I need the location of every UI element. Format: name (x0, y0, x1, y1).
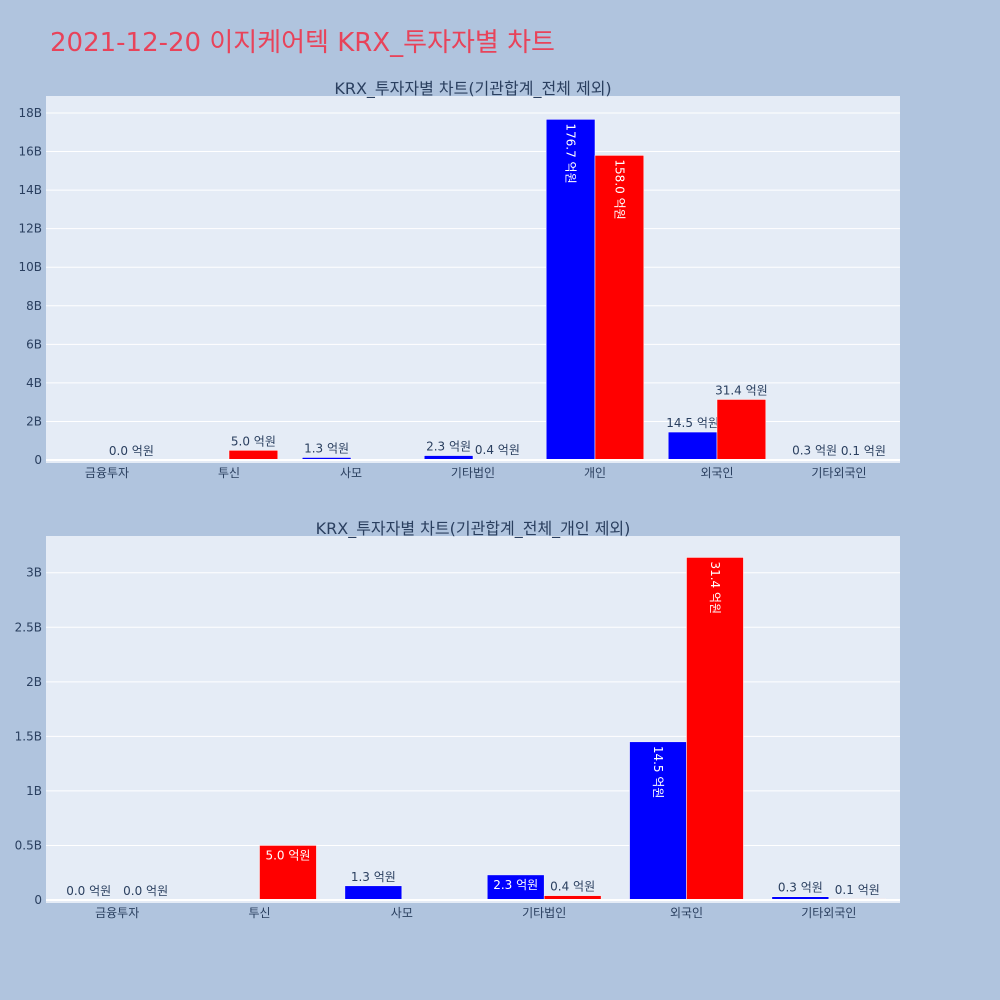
y-tick-label: 16B (18, 145, 42, 159)
bar (594, 155, 645, 461)
bar (486, 874, 545, 901)
x-tick-label: 투신 (218, 466, 240, 480)
data-label: 31.4 억원 (708, 561, 722, 614)
data-label: 0.0 억원 (123, 884, 168, 898)
x-tick-label: 개인 (584, 466, 606, 480)
y-tick-label: 1.5B (15, 729, 42, 743)
bar (545, 119, 596, 461)
chart-top-investor-bars: KRX_투자자별 차트(기관합계_전체 제외) 0 2B 4B 6B 8B 10B 12B 14… (18, 79, 900, 480)
bar (686, 557, 744, 901)
y-tick-label: 1B (26, 784, 42, 798)
x-tick-label: 기타법인 (522, 906, 566, 920)
data-label: 5.0 억원 (265, 848, 310, 862)
y-tick-label: 12B (18, 222, 42, 236)
x-tick-label: 금융투자 (95, 906, 139, 920)
y-tick-label: 0 (34, 893, 42, 907)
x-tick-label: 기타외국인 (811, 466, 866, 480)
data-label: 14.5 억원 (666, 416, 719, 430)
data-label: 0.1 억원 (841, 444, 886, 458)
x-tick-label: 기타외국인 (801, 906, 856, 920)
y-tick-label: 0 (34, 453, 42, 467)
y-tick-label: 3B (26, 566, 42, 580)
data-label: 1.3 억원 (351, 870, 396, 884)
data-label: 0.4 억원 (475, 443, 520, 457)
y-tick-label: 18B (18, 106, 42, 120)
data-label: 14.5 억원 (651, 746, 665, 799)
bar (629, 741, 687, 901)
y-tick-label: 6B (26, 337, 42, 351)
page-title: 2021-12-20 이지케어텍 KRX_투자자별 차트 (50, 28, 555, 58)
data-label: 0.3 억원 (792, 443, 837, 457)
x-tick-label: 사모 (391, 906, 413, 920)
data-label: 1.3 억원 (304, 441, 349, 455)
chart-bottom-investor-bars: KRX_투자자별 차트(기관합계_전체_개인 제외) 0 0.5B 1B 1.5B 2B 2… (15, 519, 900, 920)
x-tick-label: 기타법인 (451, 466, 495, 480)
y-tick-label: 4B (26, 376, 42, 390)
data-label: 31.4 억원 (715, 383, 768, 397)
y-tick-label: 2.5B (15, 620, 42, 634)
y-tick-label: 0.5B (15, 838, 42, 852)
chart-title: KRX_투자자별 차트(기관합계_전체 제외) (334, 79, 611, 99)
y-tick-label: 10B (18, 260, 42, 274)
plot-area (46, 536, 900, 903)
x-tick-label: 사모 (340, 466, 362, 480)
data-label: 2.3 억원 (493, 878, 538, 892)
data-label: 5.0 억원 (231, 434, 276, 448)
y-tick-label: 8B (26, 299, 42, 313)
bar (344, 885, 403, 901)
bar (716, 399, 767, 461)
y-tick-label: 14B (18, 183, 42, 197)
x-tick-label: 외국인 (700, 466, 733, 480)
bar (228, 450, 279, 461)
bar (667, 431, 718, 461)
bar (259, 845, 317, 901)
plot-area (46, 96, 900, 463)
y-tick-label: 2B (26, 675, 42, 689)
data-label: 0.1 억원 (835, 883, 880, 897)
data-label: 0.0 억원 (109, 444, 154, 458)
x-tick-label: 투신 (248, 906, 270, 920)
data-label: 0.3 억원 (778, 881, 823, 895)
data-label: 2.3 억원 (426, 440, 471, 454)
x-tick-label: 금융투자 (85, 466, 129, 480)
x-tick-label: 외국인 (670, 906, 703, 920)
chart-title: KRX_투자자별 차트(기관합계_전체_개인 제외) (316, 519, 631, 539)
data-label: 0.4 억원 (550, 880, 595, 894)
data-label: 158.0 억원 (612, 159, 626, 219)
data-label: 0.0 억원 (66, 884, 111, 898)
y-tick-label: 2B (26, 414, 42, 428)
data-label: 176.7 억원 (564, 123, 578, 183)
